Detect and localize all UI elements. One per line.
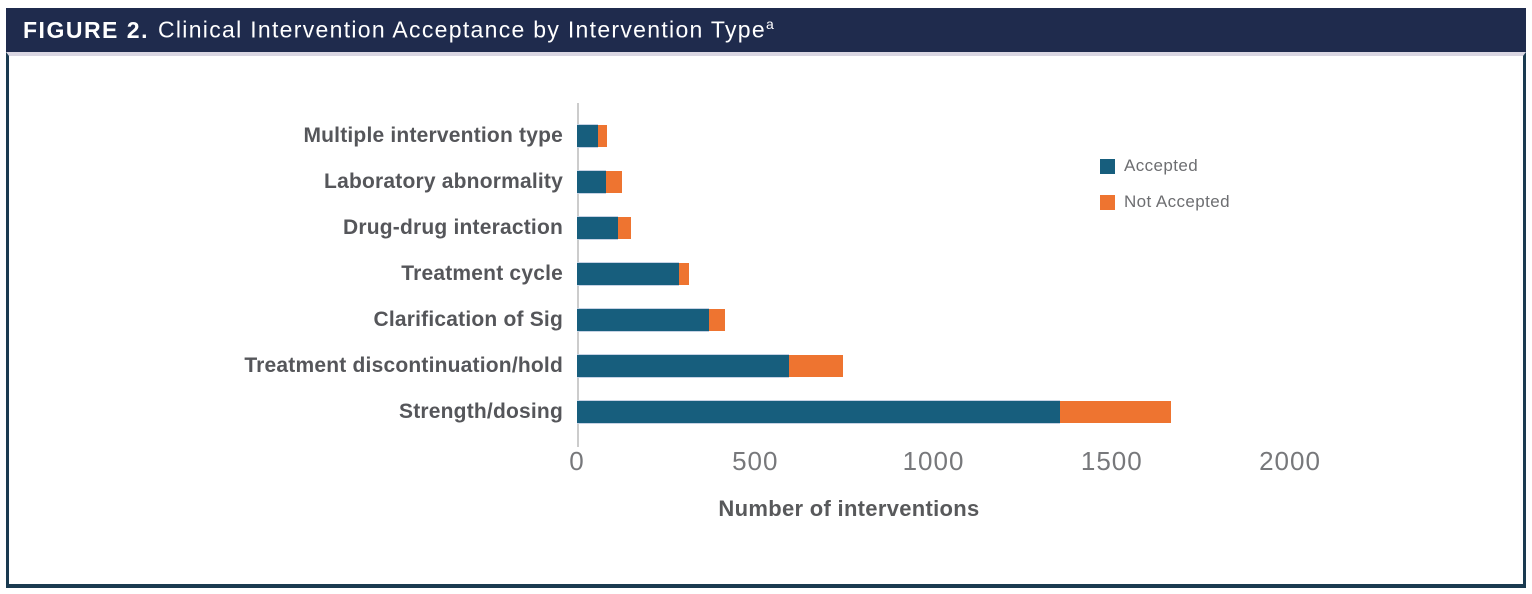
bar-chart: Multiple intervention type Laboratory abn… [9,56,1523,584]
bar-segment-accepted [577,171,606,193]
stacked-bar [577,355,843,377]
bar-segment-accepted [577,125,599,147]
legend-swatch-accepted [1100,158,1115,174]
chart-row: Strength/dosing [9,389,1523,435]
bar-segment-accepted [577,401,1061,423]
bar-segment-accepted [577,355,790,377]
x-axis-tick-label: 2000 [1259,446,1321,476]
bar-segment-not-accepted [1060,401,1171,423]
chart-row: Laboratory abnormality [9,159,1523,205]
chart-row: Clarification of Sig [9,297,1523,343]
stacked-bar [577,263,690,285]
x-axis-tick-label: 0 [569,446,585,476]
legend-item: Accepted [1100,156,1230,176]
x-axis-tick-label: 1500 [1080,446,1143,476]
x-axis-title-wrap: Number of interventions [577,496,1121,522]
bar-segment-accepted [577,309,709,331]
chart-row: Treatment cycle [9,251,1523,297]
category-label: Drug-drug interaction [342,216,563,239]
category-label: Treatment discontinuation/hold [244,354,563,377]
x-axis-tick-label: 1000 [902,446,965,476]
stacked-bar [577,125,608,147]
bar-segment-not-accepted [605,171,622,193]
chart-rows: Multiple intervention type Laboratory abn… [9,113,1523,435]
stacked-bar [577,309,725,331]
stacked-bar [577,401,1171,423]
figure-title-text: Clinical Intervention Acceptance by Inte… [157,16,766,43]
figure-footnote-marker: a [766,16,776,33]
chart-row: Treatment discontinuation/hold [9,343,1523,389]
stacked-bar [577,171,622,193]
bar-segment-accepted [577,263,679,285]
x-axis-title: Number of interventions [718,496,980,521]
bar-segment-not-accepted [789,355,843,377]
category-label: Treatment cycle [401,262,563,285]
category-label: Strength/dosing [399,400,563,423]
bar-segment-not-accepted [678,263,690,285]
legend-label: Accepted [1124,156,1199,175]
bar-segment-not-accepted [708,309,725,331]
bar-segment-accepted [577,217,618,239]
category-label: Clarification of Sig [373,308,563,331]
chart-panel: Multiple intervention type Laboratory abn… [6,52,1526,588]
legend-swatch-not-accepted [1100,194,1115,210]
category-label: Laboratory abnormality [324,170,563,193]
legend-item: Not Accepted [1100,192,1230,212]
bar-segment-not-accepted [598,125,608,147]
x-axis-tick-label: 500 [732,446,779,476]
chart-row: Multiple intervention type [9,113,1523,159]
x-axis-ticks: 0 500 1000 1500 2000 [569,446,1523,480]
chart-legend: Accepted Not Accepted [1100,156,1230,228]
figure-title: Clinical Intervention Acceptance by Inte… [158,16,775,44]
chart-row: Drug-drug interaction [9,205,1523,251]
figure-title-bar: FIGURE 2. Clinical Intervention Acceptan… [6,8,1526,52]
bar-segment-not-accepted [618,217,631,239]
category-label: Multiple intervention type [303,124,563,147]
stacked-bar [577,217,631,239]
legend-label: Not Accepted [1124,192,1230,211]
figure-label: FIGURE 2. [23,16,149,43]
